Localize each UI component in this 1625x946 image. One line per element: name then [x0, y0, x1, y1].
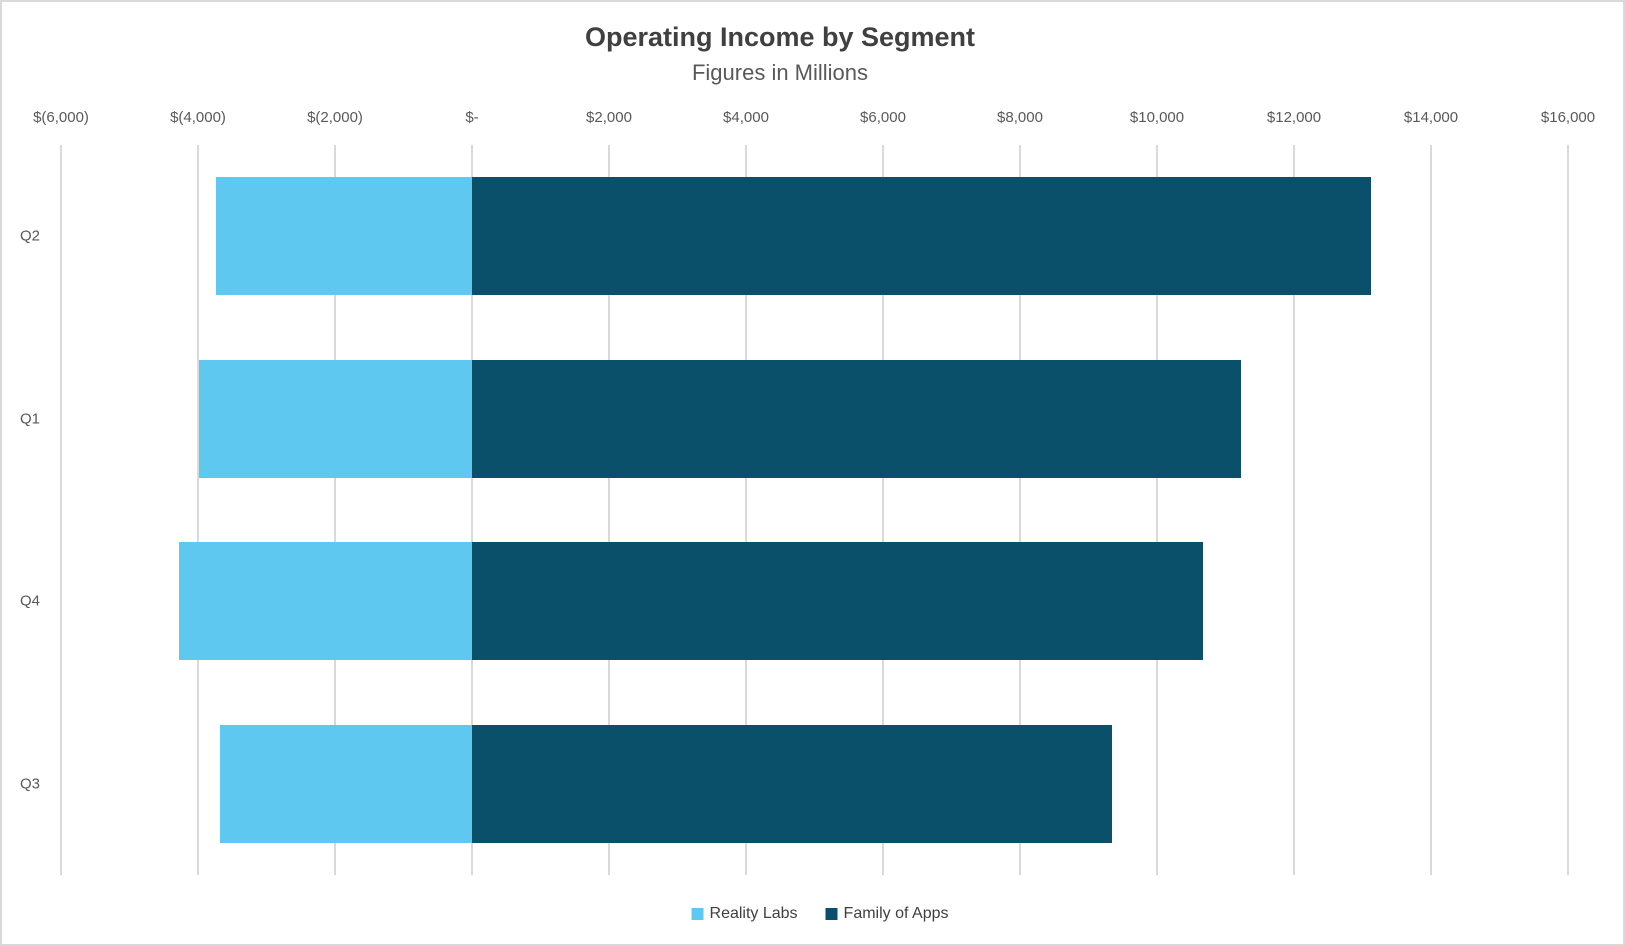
x-tick-label: $4,000 — [723, 109, 769, 126]
x-tick-label: $8,000 — [997, 109, 1043, 126]
x-tick-label: $14,000 — [1403, 109, 1459, 126]
gridline — [1293, 145, 1295, 875]
bar-reality-labs-q2 — [215, 177, 472, 296]
x-tick-label: $6,000 — [860, 109, 906, 126]
chart-subtitle: Figures in Millions — [691, 60, 869, 85]
gridline — [60, 145, 62, 875]
x-tick-label: $2,000 — [586, 109, 632, 126]
gridline — [1019, 145, 1021, 875]
gridline — [197, 145, 199, 875]
bar-family-of-apps-q2 — [472, 177, 1372, 296]
x-tick-label: $(6,000) — [33, 109, 89, 126]
gridline — [608, 145, 610, 875]
legend-label: Family of Apps — [843, 905, 949, 922]
legend-swatch-icon — [691, 908, 704, 920]
category-label-q2: Q2 — [19, 227, 40, 245]
x-tick-label: $16,000 — [1540, 109, 1596, 126]
bar-reality-labs-q3 — [220, 724, 472, 843]
x-tick-label: $12,000 — [1266, 109, 1322, 126]
bar-family-of-apps-q1 — [472, 359, 1241, 478]
gridline — [471, 145, 473, 875]
gridline — [882, 145, 884, 875]
category-axis: Q2 Q1 Q4 Q3 — [2, 145, 54, 875]
gridline — [745, 145, 747, 875]
plot-area — [60, 145, 1569, 875]
x-tick-label: $- — [465, 109, 479, 126]
category-label-q4: Q4 — [19, 592, 40, 610]
legend-item-reality-labs: Reality Labs — [691, 905, 798, 923]
bar-reality-labs-q4 — [178, 542, 472, 661]
legend: Reality Labs Family of Apps — [691, 905, 949, 923]
gridline — [1567, 145, 1569, 875]
bar-family-of-apps-q4 — [472, 542, 1204, 661]
x-tick-label: $(4,000) — [170, 109, 226, 126]
x-tick-label: $(2,000) — [307, 109, 363, 126]
category-label-q1: Q1 — [19, 410, 40, 428]
chart-title: Operating Income by Segment — [584, 22, 976, 52]
bar-family-of-apps-q3 — [472, 724, 1112, 843]
gridline — [334, 145, 336, 875]
legend-label: Reality Labs — [709, 905, 798, 922]
x-axis: $(6,000) $(4,000) $(2,000) $- $2,000 $4,000 $6… — [33, 109, 1595, 131]
bar-reality-labs-q1 — [198, 359, 472, 478]
category-label-q3: Q3 — [19, 775, 40, 793]
gridline — [1430, 145, 1432, 875]
legend-item-family-of-apps: Family of Apps — [825, 905, 949, 923]
x-tick-label: $10,000 — [1129, 109, 1185, 126]
gridline — [1156, 145, 1158, 875]
legend-swatch-icon — [825, 908, 838, 920]
